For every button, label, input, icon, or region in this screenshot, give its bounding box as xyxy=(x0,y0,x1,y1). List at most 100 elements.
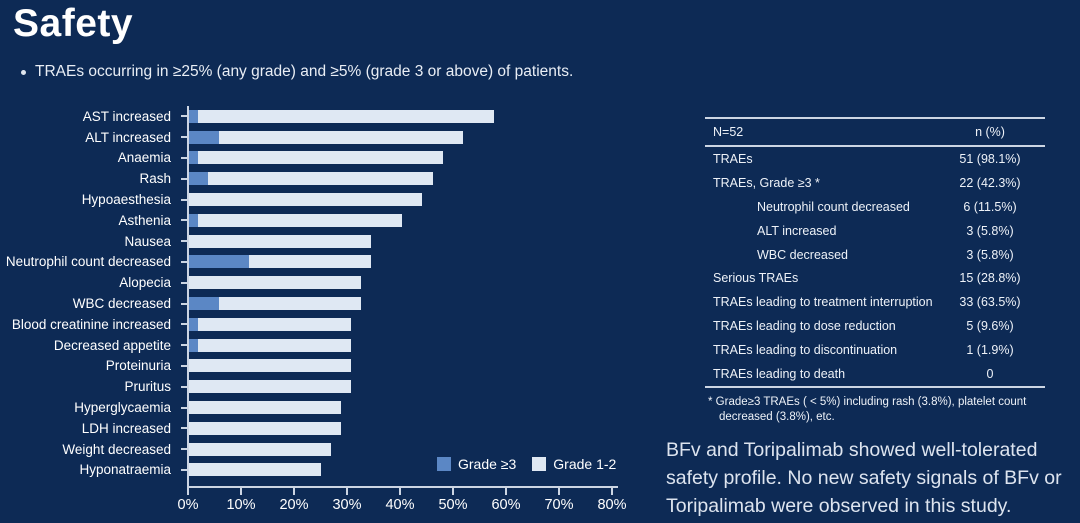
bullet-text: TRAEs occurring in ≥25% (any grade) and … xyxy=(35,63,574,80)
bar-row: Proteinuria xyxy=(0,356,494,377)
table-row-value: 6 (11.5%) xyxy=(963,199,1017,214)
table-row: TRAEs leading to dose reduction 5 (9.6%) xyxy=(705,314,1045,338)
table-row-value: 3 (5.8%) xyxy=(966,223,1014,238)
category-tick-icon xyxy=(181,281,188,284)
bar-grade12-segment xyxy=(218,130,464,144)
category-label: AST increased xyxy=(82,108,171,124)
bar-grade3-segment xyxy=(188,297,219,311)
category-tick-icon xyxy=(181,240,188,243)
table-row-value: 33 (63.5%) xyxy=(959,295,1021,310)
table-row-label: TRAEs xyxy=(713,151,753,166)
bar-row: Hypoaesthesia xyxy=(0,189,494,210)
bar-row: Asthenia xyxy=(0,210,494,231)
bar-grade12-segment xyxy=(188,380,352,394)
bar-track xyxy=(188,151,443,165)
bar-row: Hyponatraemia xyxy=(0,460,494,481)
bar-grade12-segment xyxy=(218,297,362,311)
bar-grade3-segment xyxy=(188,213,199,227)
category-tick-icon xyxy=(181,323,188,326)
bullet-icon xyxy=(21,69,26,75)
category-tick-icon xyxy=(181,448,188,451)
category-label: Weight decreased xyxy=(62,441,171,457)
x-axis-tick-icon xyxy=(346,488,348,495)
bar-track xyxy=(188,297,362,311)
category-tick-icon xyxy=(181,406,188,409)
table-row-label: WBC decreased xyxy=(757,247,849,262)
x-axis-tick-icon xyxy=(452,488,454,495)
table-row-label: Neutrophil count decreased xyxy=(757,199,910,214)
table-footnote: * Grade≥3 TRAEs ( < 5%) including rash (… xyxy=(708,395,1027,424)
category-label: WBC decreased xyxy=(72,296,171,312)
x-axis-tick-label: 10% xyxy=(226,497,256,513)
bar-track xyxy=(188,234,372,248)
table-row-label: TRAEs, Grade ≥3 * xyxy=(713,175,820,190)
table-row-value: 0 xyxy=(986,366,994,381)
bullet-line: TRAEs occurring in ≥25% (any grade) and … xyxy=(21,63,573,81)
table-row-label: TRAEs leading to treatment interruption xyxy=(713,295,933,310)
trae-summary-table: N=52 n (%) TRAEs 51 (98.1%) TRAEs, Grade ≥… xyxy=(705,117,1045,426)
table-row: TRAEs, Grade ≥3 * 22 (42.3%) xyxy=(705,171,1045,195)
category-label: Blood creatinine increased xyxy=(11,316,171,332)
x-axis-line xyxy=(187,486,618,488)
category-label: ALT increased xyxy=(85,129,171,145)
bar-track xyxy=(188,276,362,290)
table-row-label: TRAEs leading to discontinuation xyxy=(713,343,898,358)
category-tick-icon xyxy=(181,344,188,347)
bar-row: Hyperglycaemia xyxy=(0,397,494,418)
bar-grade3-segment xyxy=(188,109,199,123)
bar-grade12-segment xyxy=(198,213,403,227)
bar-grade12-segment xyxy=(198,109,494,123)
chart-rows: AST increased ALT increased Anaemia Rash Hyp… xyxy=(0,106,494,480)
table-row-value: 22 (42.3%) xyxy=(959,175,1021,190)
y-axis-line xyxy=(187,106,189,488)
bar-track xyxy=(188,463,321,477)
category-label: Alopecia xyxy=(119,275,171,291)
bar-track xyxy=(188,380,352,394)
bar-track xyxy=(188,338,352,352)
bar-row: Blood creatinine increased xyxy=(0,314,494,335)
category-label: Hypoaesthesia xyxy=(81,192,171,208)
table-row: WBC decreased 3 (5.8%) xyxy=(705,243,1045,267)
bar-track xyxy=(188,317,352,331)
bar-row: WBC decreased xyxy=(0,293,494,314)
chart-legend: Grade ≥3 Grade 1-2 xyxy=(437,456,616,472)
category-tick-icon xyxy=(181,468,188,471)
bar-row: Nausea xyxy=(0,231,494,252)
x-axis-tick-icon xyxy=(399,488,401,495)
bar-track xyxy=(188,130,464,144)
bar-row: Alopecia xyxy=(0,272,494,293)
bar-grade12-segment xyxy=(198,317,352,331)
bar-row: Neutrophil count decreased xyxy=(0,252,494,273)
category-label: Proteinuria xyxy=(105,358,171,374)
bar-grade12-segment xyxy=(188,234,372,248)
table-row-label: ALT increased xyxy=(757,223,837,238)
category-label: Hyponatraemia xyxy=(79,462,171,478)
table-row: TRAEs 51 (98.1%) xyxy=(705,147,1045,171)
x-axis-tick-label: 70% xyxy=(544,497,574,513)
bar-grade12-segment xyxy=(248,255,372,269)
legend-label: Grade ≥3 xyxy=(458,456,517,472)
category-tick-icon xyxy=(181,198,188,201)
table-header-npct: n (%) xyxy=(975,125,1005,139)
bar-row: Weight decreased xyxy=(0,439,494,460)
bar-grade3-segment xyxy=(188,338,199,352)
bar-track xyxy=(188,193,423,207)
x-axis-tick-label: 50% xyxy=(438,497,468,513)
category-label: Rash xyxy=(139,171,171,187)
legend-swatch-icon xyxy=(437,457,451,471)
bar-track xyxy=(188,359,352,373)
x-axis-tick-icon xyxy=(611,488,613,495)
bar-row: Pruritus xyxy=(0,376,494,397)
bar-grade3-segment xyxy=(188,151,199,165)
category-tick-icon xyxy=(181,364,188,367)
table-body: TRAEs 51 (98.1%) TRAEs, Grade ≥3 * 22 (42.3… xyxy=(705,147,1045,388)
table-row: Serious TRAEs 15 (28.8%) xyxy=(705,266,1045,290)
category-tick-icon xyxy=(181,427,188,430)
bar-grade3-segment xyxy=(188,317,199,331)
bar-grade12-segment xyxy=(208,172,433,186)
x-axis-tick-label: 0% xyxy=(177,497,199,513)
legend-label: Grade 1-2 xyxy=(553,456,617,472)
bar-row: ALT increased xyxy=(0,127,494,148)
summary-text: BFv and Toripalimab showed well-tolerate… xyxy=(666,439,1062,517)
